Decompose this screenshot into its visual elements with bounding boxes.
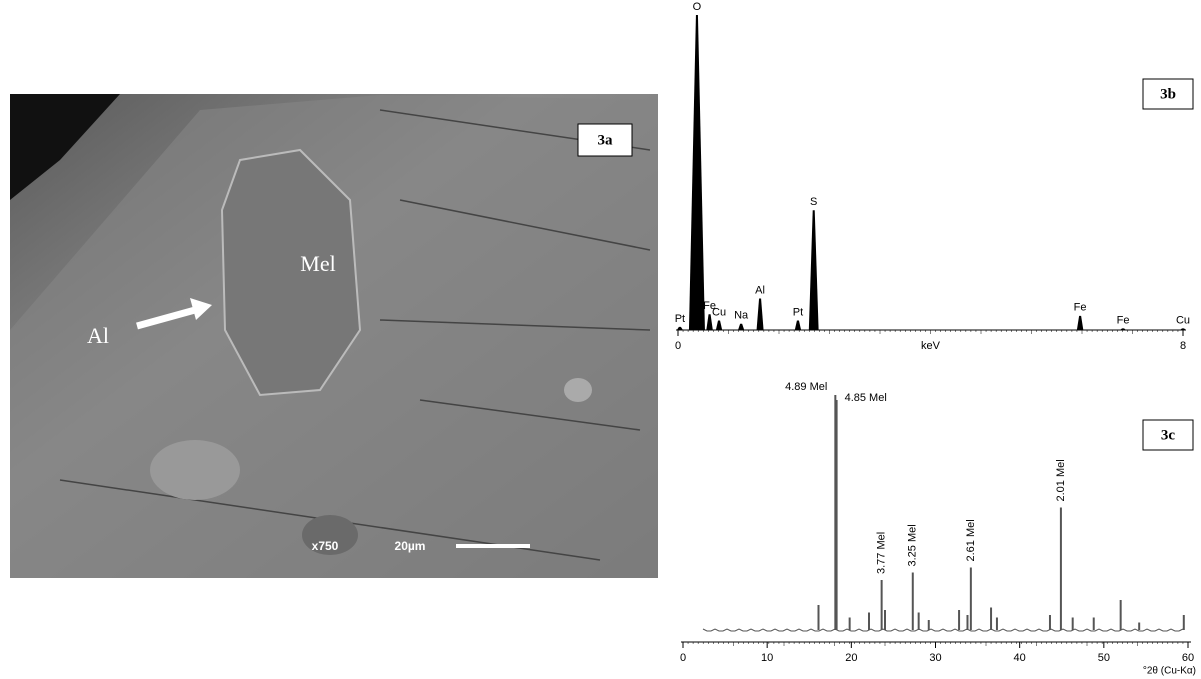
peak xyxy=(677,327,683,330)
magnification: x750 xyxy=(312,539,339,553)
x-tick-label: 20 xyxy=(845,652,857,664)
peak-label: Na xyxy=(734,310,749,322)
scale-label: 20µm xyxy=(395,539,426,553)
x-axis-label: keV xyxy=(921,340,941,352)
peak xyxy=(689,15,705,330)
baseline xyxy=(703,629,1183,631)
peak xyxy=(809,210,819,330)
panel-label: 3b xyxy=(1160,86,1176,102)
peak-label: O xyxy=(693,1,702,13)
x-axis-label: °2θ (Cu-Kα) xyxy=(1143,666,1196,677)
sem-label: Al xyxy=(87,323,109,348)
peak-label: Cu xyxy=(712,306,726,318)
x-tick-label: 60 xyxy=(1182,652,1194,664)
x-tick-label: 0 xyxy=(680,652,686,664)
peak xyxy=(716,321,722,330)
peak xyxy=(795,321,801,330)
panel-label: 3c xyxy=(1161,427,1176,443)
peak xyxy=(1180,328,1186,330)
peak-label: Pt xyxy=(793,306,803,318)
peak-label: S xyxy=(810,196,817,208)
peak-label: 2.01 Mel xyxy=(1055,459,1067,501)
panel-label: 3a xyxy=(598,132,614,148)
x-tick-label: 30 xyxy=(929,652,941,664)
peak-label: Pt xyxy=(675,313,685,325)
x-tick-label: 10 xyxy=(761,652,773,664)
x-tick-label: 40 xyxy=(1014,652,1026,664)
peak-label: Fe xyxy=(1074,302,1087,314)
x-tick-label: 50 xyxy=(1098,652,1110,664)
peak-label: 4.89 Mel xyxy=(785,381,827,393)
x-tick-label: 8 xyxy=(1180,340,1186,352)
x-tick-label: 0 xyxy=(675,340,681,352)
peak xyxy=(1120,328,1126,330)
peak xyxy=(757,299,764,331)
peak-label: 4.85 Mel xyxy=(845,392,887,404)
peak-label: Al xyxy=(755,284,765,296)
peak-label: Cu xyxy=(1176,314,1190,326)
peak-label: 3.77 Mel xyxy=(876,532,888,574)
peak xyxy=(1077,316,1083,330)
sem-label: Mel xyxy=(300,251,335,276)
figure: 3a Mel Al x750 20µm 0 8 keV Pt O Fe Cu Na Al Pt S F… xyxy=(0,0,1201,679)
peak-label: Fe xyxy=(1117,314,1130,326)
peak-label: 2.61 Mel xyxy=(965,519,977,561)
peak-label: 3.25 Mel xyxy=(907,524,919,566)
peak xyxy=(738,324,744,330)
